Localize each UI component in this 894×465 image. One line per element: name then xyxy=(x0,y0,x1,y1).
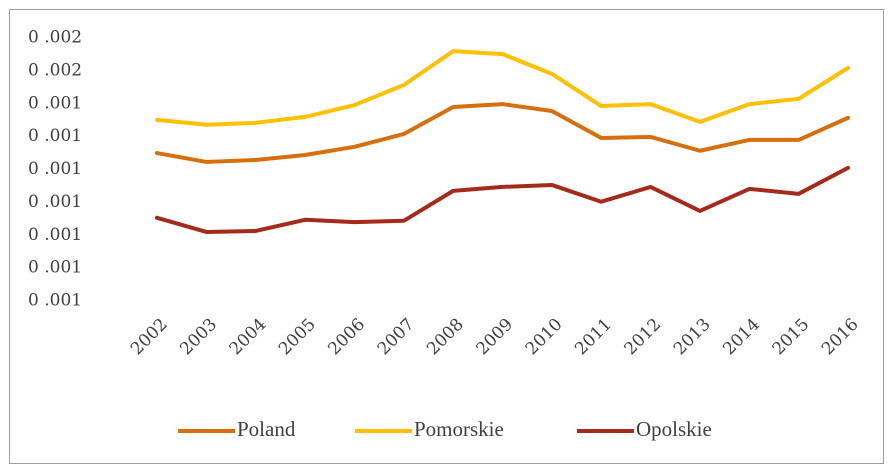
series-line xyxy=(155,102,850,164)
series-line xyxy=(155,165,850,234)
y-tick-label: 0 .001 xyxy=(28,225,82,245)
y-tick-label: 0 .001 xyxy=(28,258,82,278)
y-tick-label: 0 .001 xyxy=(28,192,82,212)
y-tick-label: 0 .001 xyxy=(28,126,82,146)
series-line xyxy=(155,49,850,127)
y-tick-label: 0 .001 xyxy=(28,291,82,311)
legend-label: Opolskie xyxy=(636,417,712,441)
y-tick-label: 0 .001 xyxy=(28,93,82,113)
chart-frame xyxy=(9,9,884,464)
legend-label: Pomorskie xyxy=(414,417,504,441)
y-tick-label: 0 .002 xyxy=(28,60,82,80)
legend-label: Poland xyxy=(237,417,296,441)
y-tick-label: 0 .002 xyxy=(28,28,82,48)
y-tick-label: 0 .001 xyxy=(28,159,82,179)
